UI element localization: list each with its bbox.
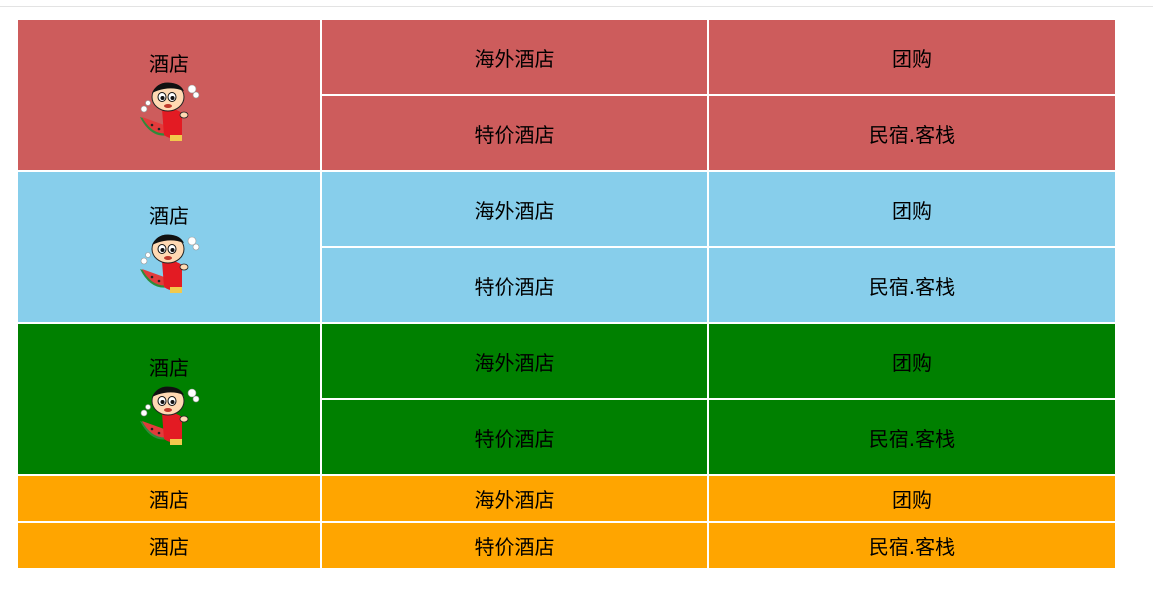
group2-discount-hotel-cell[interactable]: 特价酒店 <box>322 248 707 322</box>
footer-row1-group-buy-cell[interactable]: 团购 <box>709 476 1115 521</box>
hotel-category-table: 酒店 海外酒店 团购 特价酒店 民宿.客栈 酒店 海外酒店 团购 特价酒店 民宿… <box>18 20 1115 568</box>
group2-homestay-inn-cell[interactable]: 民宿.客栈 <box>709 248 1115 322</box>
group1-overseas-hotel-cell[interactable]: 海外酒店 <box>322 20 707 94</box>
mascot-icon <box>134 383 204 449</box>
group1-homestay-inn-cell[interactable]: 民宿.客栈 <box>709 96 1115 170</box>
footer-row2-homestay-inn-cell[interactable]: 民宿.客栈 <box>709 523 1115 568</box>
group3-group-buy-cell[interactable]: 团购 <box>709 324 1115 398</box>
group3-lead-cell[interactable]: 酒店 <box>18 324 320 474</box>
page-top-divider <box>0 6 1153 7</box>
footer-row2-discount-hotel-cell[interactable]: 特价酒店 <box>322 523 707 568</box>
footer-row2-hotel-cell[interactable]: 酒店 <box>18 523 320 568</box>
group3-lead-label: 酒店 <box>149 355 189 380</box>
group1-discount-hotel-cell[interactable]: 特价酒店 <box>322 96 707 170</box>
mascot-icon <box>134 79 204 145</box>
mascot-icon <box>134 231 204 297</box>
group1-group-buy-cell[interactable]: 团购 <box>709 20 1115 94</box>
footer-row1-hotel-cell[interactable]: 酒店 <box>18 476 320 521</box>
group2-overseas-hotel-cell[interactable]: 海外酒店 <box>322 172 707 246</box>
group3-discount-hotel-cell[interactable]: 特价酒店 <box>322 400 707 474</box>
group2-lead-label: 酒店 <box>149 203 189 228</box>
group2-group-buy-cell[interactable]: 团购 <box>709 172 1115 246</box>
group2-lead-cell[interactable]: 酒店 <box>18 172 320 322</box>
group1-lead-cell[interactable]: 酒店 <box>18 20 320 170</box>
group1-lead-label: 酒店 <box>149 51 189 76</box>
group3-overseas-hotel-cell[interactable]: 海外酒店 <box>322 324 707 398</box>
group3-homestay-inn-cell[interactable]: 民宿.客栈 <box>709 400 1115 474</box>
footer-row1-overseas-hotel-cell[interactable]: 海外酒店 <box>322 476 707 521</box>
